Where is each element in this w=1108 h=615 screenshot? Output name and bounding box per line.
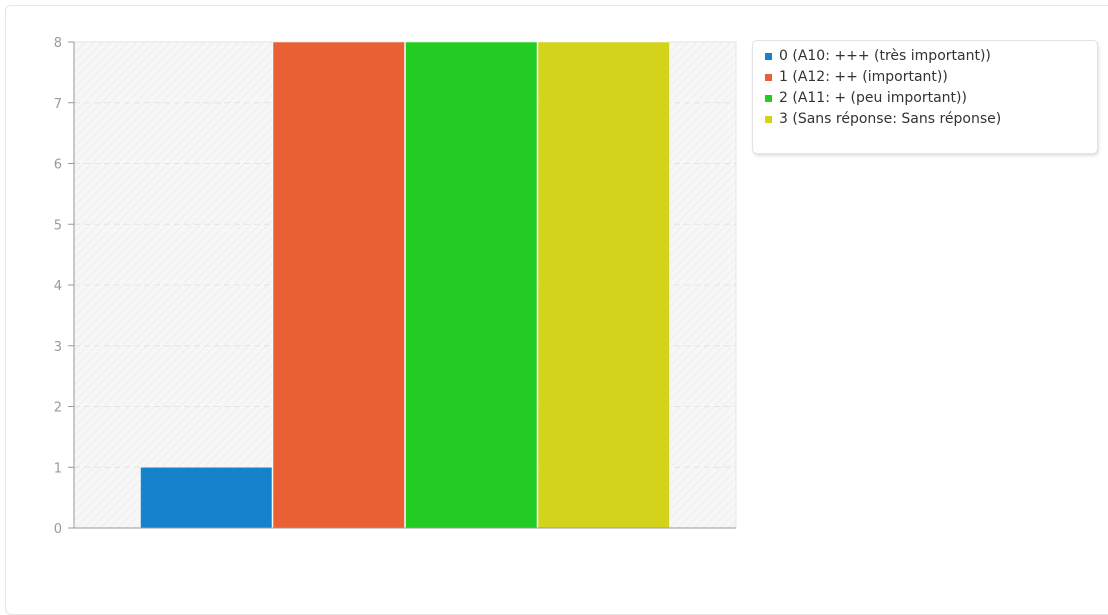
y-tick-label: 8: [54, 36, 62, 51]
axes: 0 1 2 3 4 5 6 7 8: [54, 36, 736, 537]
legend: 0 (A10: +++ (très important)) 1 (A12: ++…: [752, 40, 1098, 154]
bar: [140, 467, 273, 529]
y-tick-label: 0: [54, 522, 62, 537]
legend-label: 2 (A11: + (peu important)): [779, 90, 967, 106]
legend-item[interactable]: 3 (Sans réponse: Sans réponse): [765, 109, 1089, 130]
y-tick-label: 4: [54, 279, 62, 294]
legend-label: 3 (Sans réponse: Sans réponse): [779, 111, 1002, 127]
y-tick-label: 1: [54, 461, 62, 476]
legend-label: 0 (A10: +++ (très important)): [779, 48, 991, 64]
legend-swatch: [765, 116, 772, 123]
legend-item[interactable]: 2 (A11: + (peu important)): [765, 88, 1089, 109]
y-tick-label: 3: [54, 340, 62, 355]
legend-item[interactable]: 0 (A10: +++ (très important)): [765, 46, 1089, 67]
legend-label: 1 (A12: ++ (important)): [779, 69, 948, 85]
y-tick-label: 5: [54, 218, 62, 233]
legend-swatch: [765, 95, 772, 102]
bar: [537, 41, 670, 529]
y-tick-label: 2: [54, 401, 62, 416]
bar-chart: 0 1 2 3 4 5 6 7 8: [54, 36, 737, 537]
legend-swatch: [765, 53, 772, 60]
y-tick-label: 6: [54, 158, 62, 173]
bar: [272, 41, 405, 529]
legend-item[interactable]: 1 (A12: ++ (important)): [765, 67, 1089, 88]
bar: [405, 41, 538, 529]
legend-swatch: [765, 74, 772, 81]
bars: [140, 41, 670, 529]
y-tick-label: 7: [54, 97, 62, 112]
